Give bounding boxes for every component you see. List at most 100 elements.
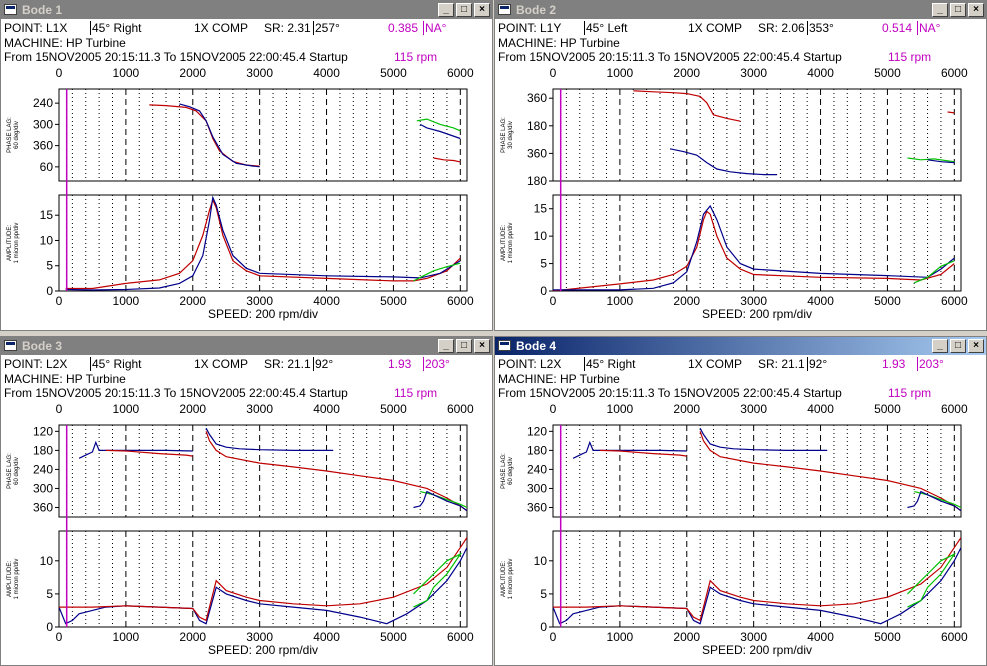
phase-series-blue (419, 123, 461, 140)
point-label: POINT: L2X (4, 357, 68, 371)
title-bar[interactable]: Bode 4 _ □ × (495, 337, 986, 355)
amplitude-series-blue (553, 547, 961, 625)
bode-plot: 0 1000 2000 3000 4000 5000 6000120180240300360… (501, 402, 968, 657)
maximize-button[interactable]: □ (950, 339, 966, 353)
phase-series-blue (669, 148, 778, 176)
phase-series-green (907, 157, 955, 163)
window-icon[interactable] (498, 340, 511, 351)
close-button[interactable]: × (474, 3, 490, 17)
close-button[interactable]: × (474, 339, 490, 353)
y-tick-label: 240 (527, 462, 547, 476)
bode-window-1[interactable]: Bode 1 _ □ × POINT: L1X 45° Right 1X COMP SR: 2… (0, 0, 493, 331)
maximize-button[interactable]: □ (456, 339, 472, 353)
y-tick-label: 0 (46, 620, 53, 634)
phase-panel: 120 180 240 300 360 PHASE LAG:60 deg/div (501, 424, 962, 518)
amplitude-frame (58, 530, 468, 628)
x-tick-label-top: 3000 (740, 402, 767, 416)
phase-frame (552, 88, 962, 182)
x-tick-label-bottom: 4000 (807, 630, 834, 644)
x-tick-label-top: 0 (550, 66, 557, 80)
y-tick-label: 5 (46, 587, 53, 601)
x-tick-label-bottom: 5000 (874, 630, 901, 644)
phase-series-blue (572, 440, 687, 459)
x-tick-label-top: 6000 (941, 402, 968, 416)
y-tick-label: 300 (33, 481, 53, 495)
x-tick-label-bottom: 5000 (380, 630, 407, 644)
y-tick-label: 360 (527, 146, 547, 160)
date-range: From 15NOV2005 20:15:11.3 To 15NOV2005 2… (498, 386, 842, 400)
window-icon[interactable] (4, 4, 17, 15)
minimize-button[interactable]: _ (932, 339, 948, 353)
sr-angle: 257° (313, 21, 340, 35)
phase-series-blue (907, 490, 961, 512)
y-tick-label: 15 (40, 208, 54, 222)
y-axis-label: AMPLITUDE:1 micron pp/div (501, 223, 514, 264)
phase-panel: 240 300 360 60 PHASE LAG:60 deg/div (7, 88, 468, 182)
x-axis-label: SPEED: 200 rpm/div (208, 307, 318, 321)
bode-window-2[interactable]: Bode 2 _ □ × POINT: L1Y 45° Left 1X COMP SR: 2.… (494, 0, 987, 331)
window-icon[interactable] (498, 4, 511, 15)
close-button[interactable]: × (968, 339, 984, 353)
y-tick-label: 300 (527, 481, 547, 495)
y-tick-label: 180 (527, 119, 547, 133)
close-button[interactable]: × (968, 3, 984, 17)
x-tick-label-bottom: 6000 (447, 630, 474, 644)
y-axis-label: AMPLITUDE:1 micron pp/div (7, 559, 20, 600)
x-tick-label-top: 4000 (313, 66, 340, 80)
window-icon[interactable] (4, 340, 17, 351)
maximize-button[interactable]: □ (950, 3, 966, 17)
amplitude-frame (58, 194, 468, 292)
phase-series-blue (78, 440, 193, 459)
x-tick-label-bottom: 3000 (740, 630, 767, 644)
phase-frame (552, 424, 962, 518)
comp-label: 1X COMP (194, 21, 249, 35)
phase-panel: 360 180 360 180 PHASE LAG:30 deg/div (501, 88, 962, 188)
amplitude-panel: 0 5 10 15 AMPLITUDE:1 micron pp/div (7, 194, 468, 298)
y-tick-label: 180 (33, 443, 53, 457)
y-tick-label: 5 (540, 257, 547, 271)
date-range: From 15NOV2005 20:15:11.3 To 15NOV2005 2… (4, 386, 348, 400)
phase-series-blue (205, 427, 334, 452)
title-bar[interactable]: Bode 2 _ □ × (495, 1, 986, 19)
x-tick-label-bottom: 1000 (607, 630, 634, 644)
phase-frame (58, 424, 468, 518)
amplitude-series-red (59, 537, 467, 622)
amplitude-frame (552, 530, 962, 628)
y-tick-label: 360 (527, 91, 547, 105)
x-tick-label-bottom: 3000 (740, 294, 767, 308)
vector-amplitude: 0.514 (882, 21, 913, 35)
x-tick-label-top: 5000 (380, 66, 407, 80)
amplitude-series-green (413, 262, 461, 282)
amplitude-panel: 0 5 10 AMPLITUDE:1 micron pp/div (501, 530, 962, 634)
x-tick-label-bottom: 1000 (113, 630, 140, 644)
probe-angle: 45° Left (584, 21, 628, 35)
vector-amplitude: 1.93 (882, 357, 906, 371)
bode-window-3[interactable]: Bode 3 _ □ × POINT: L2X 45° Right 1X COMP SR: 2… (0, 336, 493, 666)
minimize-button[interactable]: _ (438, 3, 454, 17)
comp-label: 1X COMP (688, 21, 743, 35)
date-range: From 15NOV2005 20:15:11.3 To 15NOV2005 2… (4, 50, 348, 64)
y-tick-label: 0 (540, 620, 547, 634)
x-tick-label-top: 4000 (313, 402, 340, 416)
title-bar[interactable]: Bode 1 _ □ × (1, 1, 492, 19)
amplitude-panel: 0 5 10 AMPLITUDE:1 micron pp/div (7, 530, 468, 634)
vector-amplitude: 0.385 (388, 21, 419, 35)
sr-value: SR: 2.06 (758, 21, 805, 35)
amplitude-panel: 0 5 10 15 AMPLITUDE:1 micron pp/div (501, 194, 962, 298)
y-tick-label: 10 (534, 554, 548, 568)
title-bar[interactable]: Bode 3 _ □ × (1, 337, 492, 355)
y-tick-label: 240 (33, 96, 53, 110)
x-axis-label: SPEED: 200 rpm/div (702, 307, 812, 321)
x-tick-label-top: 3000 (246, 66, 273, 80)
maximize-button[interactable]: □ (456, 3, 472, 17)
bode-window-4[interactable]: Bode 4 _ □ × POINT: L2X 45° Right 1X COMP SR: 2… (494, 336, 987, 666)
minimize-button[interactable]: _ (932, 3, 948, 17)
x-tick-label-top: 3000 (740, 66, 767, 80)
minimize-button[interactable]: _ (438, 339, 454, 353)
y-tick-label: 60 (40, 160, 54, 174)
y-tick-label: 180 (527, 443, 547, 457)
y-axis-label: PHASE LAG:60 deg/div (501, 453, 514, 489)
y-axis-label: AMPLITUDE:1 micron pp/div (7, 223, 20, 264)
amplitude-series-blue (65, 195, 461, 291)
x-tick-label-bottom: 2000 (179, 294, 206, 308)
